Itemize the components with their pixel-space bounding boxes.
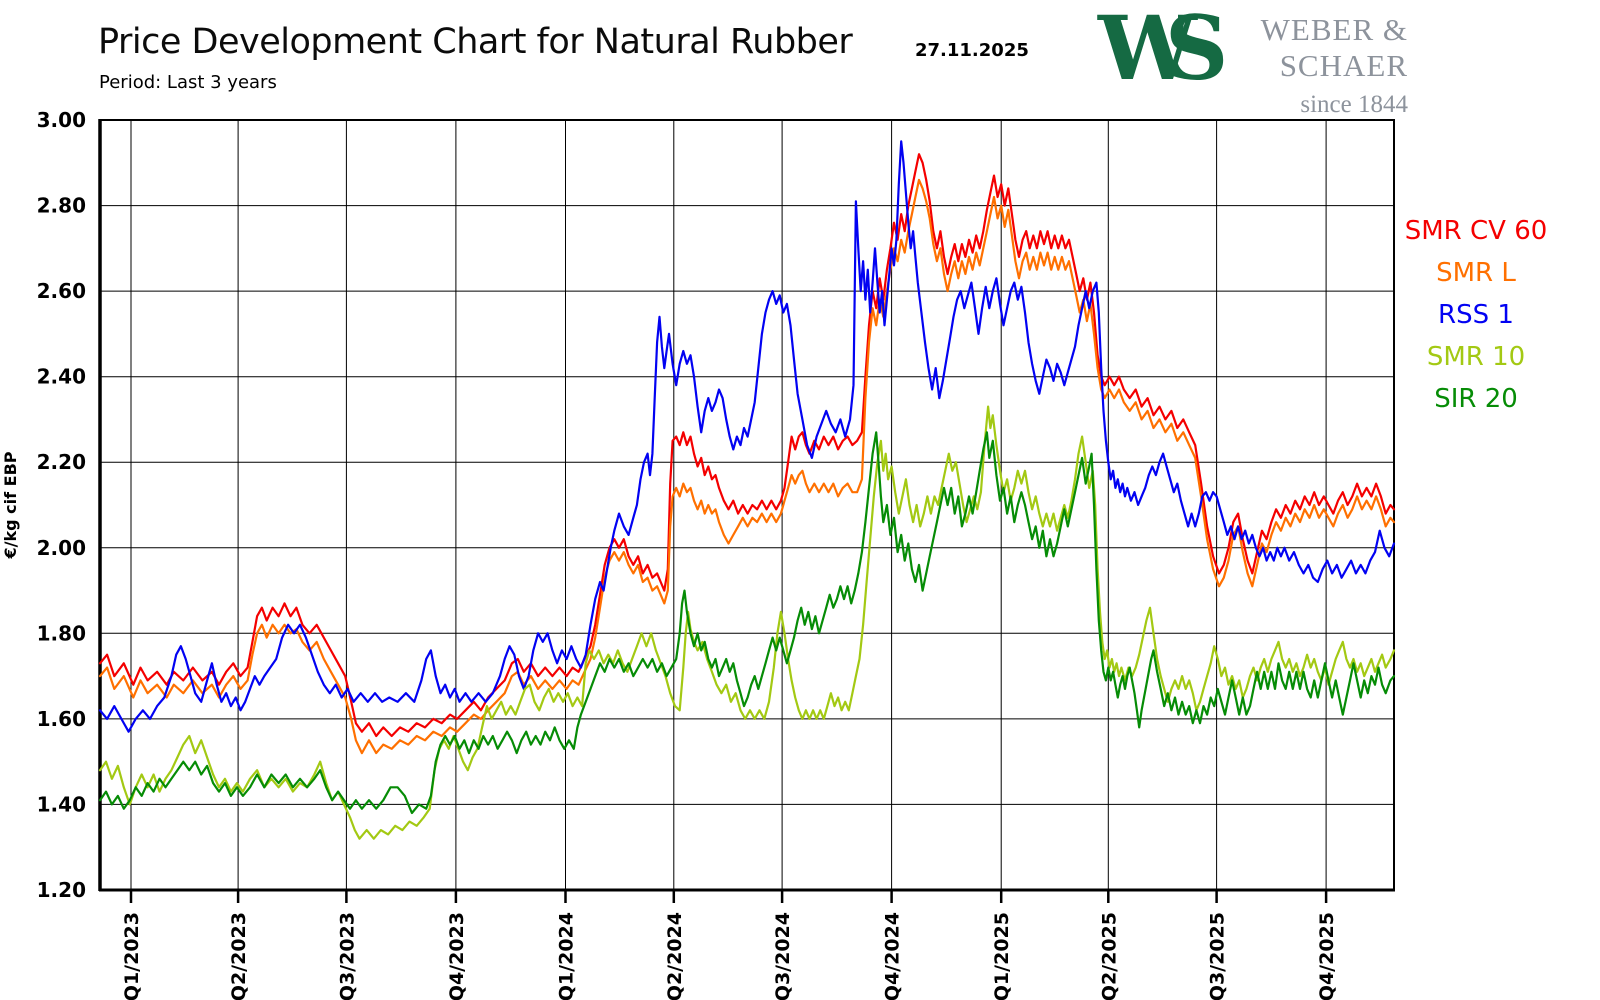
x-tick-label: Q3/2024: [772, 912, 794, 1000]
series-line-smr-10: [98, 405, 1396, 840]
legend-item-smr-10: SMR 10: [1426, 342, 1526, 372]
y-tick-label: 3.00: [37, 108, 86, 132]
legend-item-sir-20: SIR 20: [1434, 384, 1518, 414]
x-tick-label: Q1/2025: [991, 912, 1013, 1000]
page-title: Price Development Chart for Natural Rubb…: [98, 22, 853, 62]
x-tick-label: Q3/2023: [336, 912, 358, 1000]
x-tick-label: Q3/2025: [1207, 912, 1229, 1000]
x-tick-label: Q4/2024: [882, 912, 904, 1000]
x-tick-label: Q1/2023: [121, 912, 143, 1000]
company-logo: WS WEBER & SCHAER since 1844: [1098, 4, 1408, 119]
ws-monogram-icon: WS: [1098, 0, 1228, 100]
x-tick-label: Q4/2023: [446, 912, 468, 1000]
y-tick-label: 2.60: [37, 279, 86, 303]
logo-tagline: since 1844: [1300, 91, 1408, 118]
series-line-rss-1: [98, 140, 1396, 733]
y-tick-label: 2.00: [37, 536, 86, 560]
y-tick-label: 1.80: [37, 621, 86, 645]
x-tick-label: Q1/2024: [556, 912, 578, 1000]
y-tick-label: 1.20: [37, 878, 86, 902]
logo-text: WEBER & SCHAER since 1844: [1234, 12, 1408, 119]
series-line-sir-20: [98, 431, 1396, 815]
report-date: 27.11.2025: [915, 40, 1029, 61]
x-tick-label: Q2/2024: [664, 912, 686, 1000]
legend-item-smr-cv-60: SMR CV 60: [1404, 216, 1548, 246]
y-tick-label: 2.20: [37, 450, 86, 474]
legend-item-smr-l: SMR L: [1436, 258, 1516, 288]
legend-item-rss-1: RSS 1: [1438, 300, 1514, 330]
chart-legend: SMR CV 60 SMR L RSS 1 SMR 10 SIR 20: [1388, 210, 1564, 420]
x-tick-label: Q2/2025: [1098, 912, 1120, 1000]
logo-name-line2: SCHAER: [1279, 48, 1408, 83]
series-line-smr-cv-60: [98, 153, 1396, 738]
x-tick-label: Q2/2023: [228, 912, 250, 1000]
series-line-smr-l: [98, 178, 1396, 755]
y-tick-label: 2.80: [37, 194, 86, 218]
y-tick-label: 2.40: [37, 365, 86, 389]
y-tick-label: 1.40: [37, 792, 86, 816]
y-tick-label: 1.60: [37, 707, 86, 731]
y-axis-title: €/kg cif EBP: [1, 451, 20, 559]
logo-name-line1: WEBER &: [1260, 12, 1408, 47]
period-subtitle: Period: Last 3 years: [99, 72, 277, 93]
x-tick-label: Q4/2025: [1316, 912, 1338, 1000]
